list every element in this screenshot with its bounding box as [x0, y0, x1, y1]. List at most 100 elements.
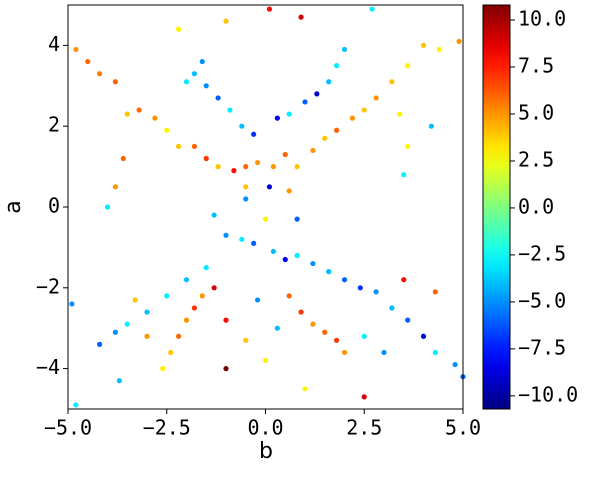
- scatter-point: [322, 329, 328, 335]
- scatter-point: [373, 95, 379, 101]
- colorbar-tick-label: 7.5: [518, 54, 554, 78]
- scatter-point: [191, 71, 197, 77]
- scatter-point: [334, 337, 340, 343]
- scatter-point: [405, 63, 411, 69]
- scatter-point: [294, 164, 300, 170]
- scatter-point: [243, 196, 249, 202]
- scatter-point: [428, 123, 434, 129]
- scatter-point: [326, 269, 332, 275]
- scatter-point: [452, 361, 458, 368]
- scatter-point: [104, 204, 111, 210]
- colorbar-tick-label: 10.0: [518, 7, 566, 31]
- scatter-point: [361, 394, 367, 400]
- scatter-point: [357, 285, 363, 291]
- scatter-point: [97, 341, 103, 347]
- scatter-point: [152, 115, 158, 121]
- y-axis-label: a: [1, 200, 26, 213]
- scatter-point: [176, 333, 182, 339]
- scatter-point: [341, 277, 348, 283]
- scatter-point: [199, 58, 205, 65]
- scatter-point: [227, 107, 233, 113]
- scatter-point: [274, 325, 280, 331]
- scatter-point: [420, 333, 427, 339]
- scatter-point: [176, 26, 182, 32]
- scatter-point: [251, 131, 257, 137]
- scatter-point: [176, 143, 182, 149]
- y-tick-label: −2: [36, 274, 60, 298]
- scatter-point: [314, 91, 320, 97]
- scatter-point: [251, 240, 257, 246]
- scatter-point: [389, 305, 395, 311]
- scatter-point: [239, 123, 245, 129]
- scatter-point: [211, 285, 217, 291]
- x-tick-label: −2.5: [143, 416, 191, 440]
- scatter-point: [73, 46, 79, 53]
- scatter-point: [369, 6, 375, 12]
- scatter-point: [310, 260, 316, 267]
- scatter-point: [124, 111, 130, 117]
- colorbar-tick-label: −2.5: [518, 241, 566, 265]
- x-axis-label: b: [259, 439, 273, 464]
- scatter-point: [432, 289, 438, 295]
- scatter-point: [215, 164, 221, 170]
- scatter-point: [361, 107, 367, 113]
- y-tick-label: −4: [36, 355, 60, 379]
- scatter-point: [294, 216, 300, 222]
- colorbar-tick-label: −10.0: [518, 382, 578, 406]
- x-tick-label: 2.5: [346, 416, 382, 440]
- scatter-point: [310, 147, 316, 154]
- scatter-point: [183, 317, 190, 323]
- scatter-point: [262, 357, 269, 364]
- scatter-point: [270, 164, 276, 170]
- scatter-point: [223, 18, 229, 24]
- scatter-point: [164, 127, 170, 133]
- scatter-point: [310, 321, 316, 327]
- colorbar-tick-label: 0.0: [518, 194, 554, 218]
- scatter-point: [183, 79, 190, 85]
- scatter-point: [215, 95, 221, 101]
- colorbar-tick-label: −7.5: [518, 335, 566, 359]
- scatter-point: [69, 301, 75, 307]
- scatter-point: [405, 143, 411, 149]
- scatter-point: [73, 402, 79, 408]
- scatter-point: [203, 83, 209, 89]
- scatter-point: [136, 107, 142, 113]
- x-tick-label: 0.0: [247, 416, 283, 440]
- scatter-point: [405, 317, 411, 323]
- scatter-point: [231, 168, 237, 174]
- scatter-point: [223, 232, 229, 238]
- y-tick-label: 0: [48, 194, 60, 218]
- scatter-point: [203, 155, 209, 162]
- scatter-point: [124, 321, 130, 327]
- scatter-point: [456, 38, 462, 44]
- scatter-point: [389, 79, 395, 85]
- y-tick-label: 2: [48, 113, 60, 137]
- scatter-point: [168, 349, 174, 356]
- scatter-point: [243, 164, 249, 170]
- scatter-point: [286, 293, 292, 299]
- scatter-point: [255, 297, 261, 303]
- scatter-point: [164, 293, 170, 299]
- scatter-point: [262, 216, 269, 222]
- x-tick-label: −5.0: [44, 416, 92, 440]
- scatter-point: [183, 277, 190, 283]
- x-tick-label: 5.0: [445, 416, 481, 440]
- scatter-point: [203, 265, 209, 271]
- scatter-point: [298, 14, 304, 20]
- scatter-point: [373, 289, 379, 295]
- scatter-point: [282, 151, 288, 158]
- colorbar-tick-label: 2.5: [518, 147, 554, 171]
- scatter-point: [341, 46, 348, 53]
- scatter-point: [191, 143, 197, 149]
- scatter-point: [144, 333, 150, 339]
- scatter-point: [266, 6, 273, 12]
- scatter-point: [274, 115, 280, 121]
- colorbar: [482, 4, 511, 410]
- scatter-point: [401, 172, 407, 178]
- scatter-point: [144, 309, 150, 315]
- scatter-point: [282, 256, 288, 263]
- scatter-point: [334, 63, 340, 69]
- scatter-point: [381, 349, 387, 356]
- scatter-point: [239, 236, 245, 242]
